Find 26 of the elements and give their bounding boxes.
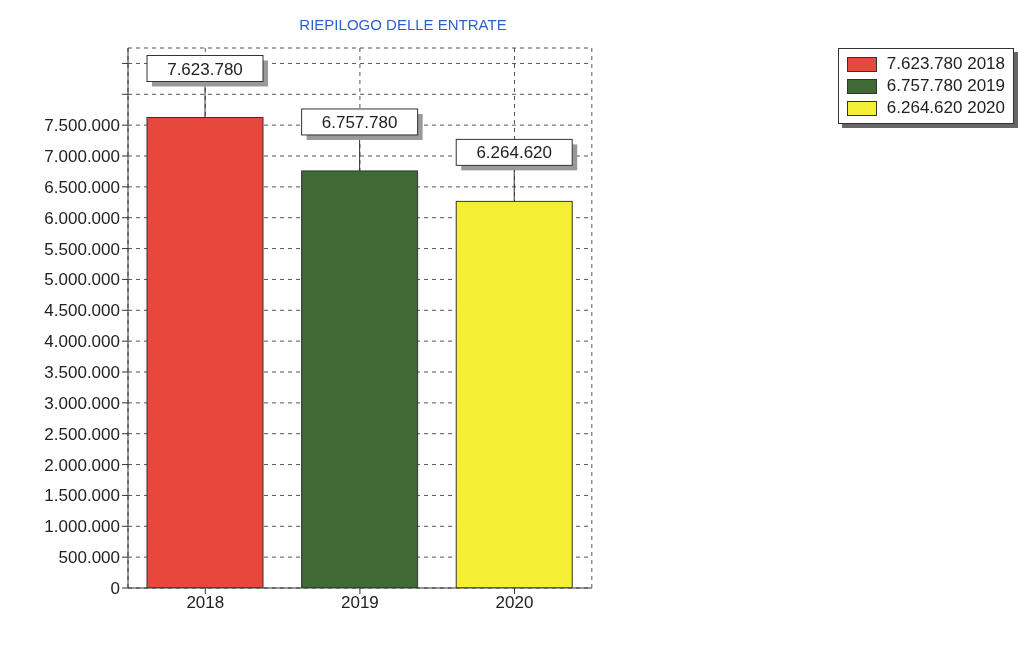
y-tick-label: 5.500.000 xyxy=(44,239,120,259)
y-tick-label: 500.000 xyxy=(58,548,120,568)
x-tick-label: 2019 xyxy=(341,593,379,613)
y-tick-label: 4.000.000 xyxy=(44,332,120,352)
data-label: 7.623.780 xyxy=(167,59,243,79)
y-tick-label: 6.500.000 xyxy=(44,177,120,197)
y-tick-label: 4.500.000 xyxy=(44,301,120,321)
x-tick-label: 2020 xyxy=(495,593,534,613)
x-tick-label: 2018 xyxy=(186,593,225,613)
y-tick-label: 7.000.000 xyxy=(44,147,120,167)
legend-label: 7.623.780 2018 xyxy=(886,53,1005,75)
legend-label: 6.757.780 2019 xyxy=(886,75,1005,97)
y-tick-label: 2.500.000 xyxy=(44,424,120,444)
y-tick-label: 1.000.000 xyxy=(44,517,120,537)
y-tick-label: 3.000.000 xyxy=(44,393,120,413)
y-tick-label: 5.000.000 xyxy=(44,270,120,290)
y-tick-label: 0 xyxy=(110,579,120,599)
y-tick-label: 3.500.000 xyxy=(44,363,120,383)
data-label: 6.757.780 xyxy=(321,112,398,132)
y-tick-label: 2.000.000 xyxy=(44,455,120,475)
chart-title: RIEPILOGO DELLE ENTRATE xyxy=(298,16,508,33)
y-tick-label: 7.500.000 xyxy=(44,116,120,136)
y-tick-label: 6.000.000 xyxy=(44,208,120,228)
data-label: 6.264.620 xyxy=(476,143,553,163)
y-tick-label: 1.500.000 xyxy=(44,486,120,506)
legend-label: 6.264.620 2020 xyxy=(886,97,1005,119)
